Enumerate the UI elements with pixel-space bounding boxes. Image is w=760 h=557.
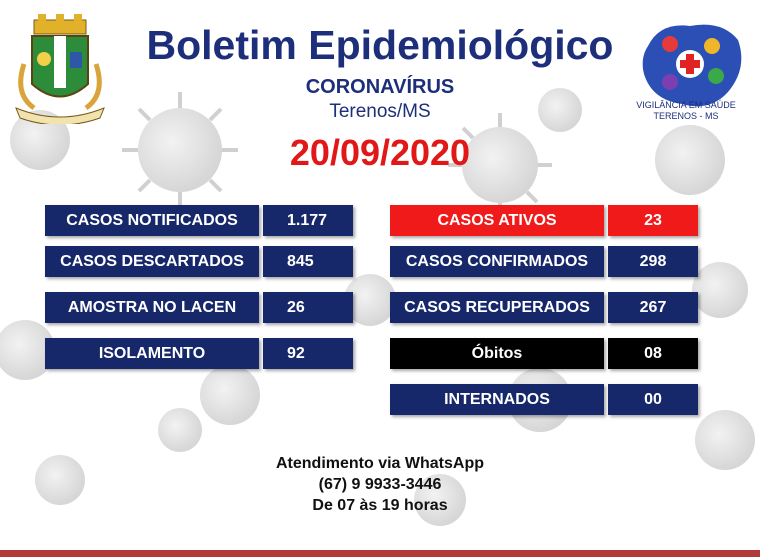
bottom-divider bbox=[0, 550, 760, 557]
stat-label: Óbitos bbox=[390, 338, 604, 369]
stat-label: CASOS RECUPERADOS bbox=[390, 292, 604, 323]
report-date: 20/09/2020 bbox=[289, 132, 471, 173]
vigilancia-saude-logo bbox=[642, 24, 742, 107]
stat-label: AMOSTRA NO LACEN bbox=[45, 292, 259, 323]
stat-value: 267 bbox=[608, 292, 698, 323]
stat-row-isolamento: ISOLAMENTO 92 bbox=[45, 338, 353, 369]
municipal-crest-logo bbox=[15, 14, 105, 124]
logo-caption-line2: TERENOS - MS bbox=[653, 111, 719, 121]
stat-value: 1.177 bbox=[263, 205, 353, 236]
stat-label: ISOLAMENTO bbox=[45, 338, 259, 369]
virus-icon bbox=[655, 125, 725, 195]
virus-icon bbox=[538, 88, 582, 132]
stat-row-confirmados: CASOS CONFIRMADOS 298 bbox=[390, 246, 698, 277]
logo-caption-line1: VIGILÂNCIA EM SAÚDE bbox=[636, 100, 736, 110]
stat-row-descartados: CASOS DESCARTADOS 845 bbox=[45, 246, 353, 277]
stat-row-recuperados: CASOS RECUPERADOS 267 bbox=[390, 292, 698, 323]
stat-row-obitos: Óbitos 08 bbox=[390, 338, 698, 369]
virus-icon bbox=[158, 408, 202, 452]
contact-whatsapp-line: Atendimento via WhatsApp bbox=[275, 455, 484, 472]
stat-label: CASOS NOTIFICADOS bbox=[45, 205, 259, 236]
contact-hours: De 07 às 19 horas bbox=[312, 497, 448, 514]
stat-label: CASOS DESCARTADOS bbox=[45, 246, 259, 277]
virus-icon bbox=[122, 92, 238, 208]
stat-value: 298 bbox=[608, 246, 698, 277]
page-title: Boletim Epidemiológico bbox=[146, 22, 614, 68]
stat-row-ativos: CASOS ATIVOS 23 bbox=[390, 205, 698, 236]
virus-icon bbox=[35, 455, 85, 505]
virus-icon bbox=[0, 320, 55, 380]
stat-value: 92 bbox=[263, 338, 353, 369]
stat-label: CASOS CONFIRMADOS bbox=[390, 246, 604, 277]
virus-icon bbox=[695, 410, 755, 470]
stat-row-lacen: AMOSTRA NO LACEN 26 bbox=[45, 292, 353, 323]
virus-icon bbox=[344, 274, 396, 326]
stat-value: 00 bbox=[608, 384, 698, 415]
stat-value: 08 bbox=[608, 338, 698, 369]
stat-label: INTERNADOS bbox=[390, 384, 604, 415]
virus-icon bbox=[692, 262, 748, 318]
stat-row-notificados: CASOS NOTIFICADOS 1.177 bbox=[45, 205, 353, 236]
virus-icon bbox=[414, 474, 466, 526]
virus-icon bbox=[10, 110, 70, 170]
stat-value: 845 bbox=[263, 246, 353, 277]
stat-value: 26 bbox=[263, 292, 353, 323]
stat-label: CASOS ATIVOS bbox=[390, 205, 604, 236]
contact-phone: (67) 9 9933-3446 bbox=[318, 476, 442, 493]
virus-icon bbox=[200, 365, 260, 425]
location: Terenos/MS bbox=[329, 101, 431, 122]
stat-row-internados: INTERNADOS 00 bbox=[390, 384, 698, 415]
subtitle: CORONAVÍRUS bbox=[305, 76, 455, 98]
stat-value: 23 bbox=[608, 205, 698, 236]
